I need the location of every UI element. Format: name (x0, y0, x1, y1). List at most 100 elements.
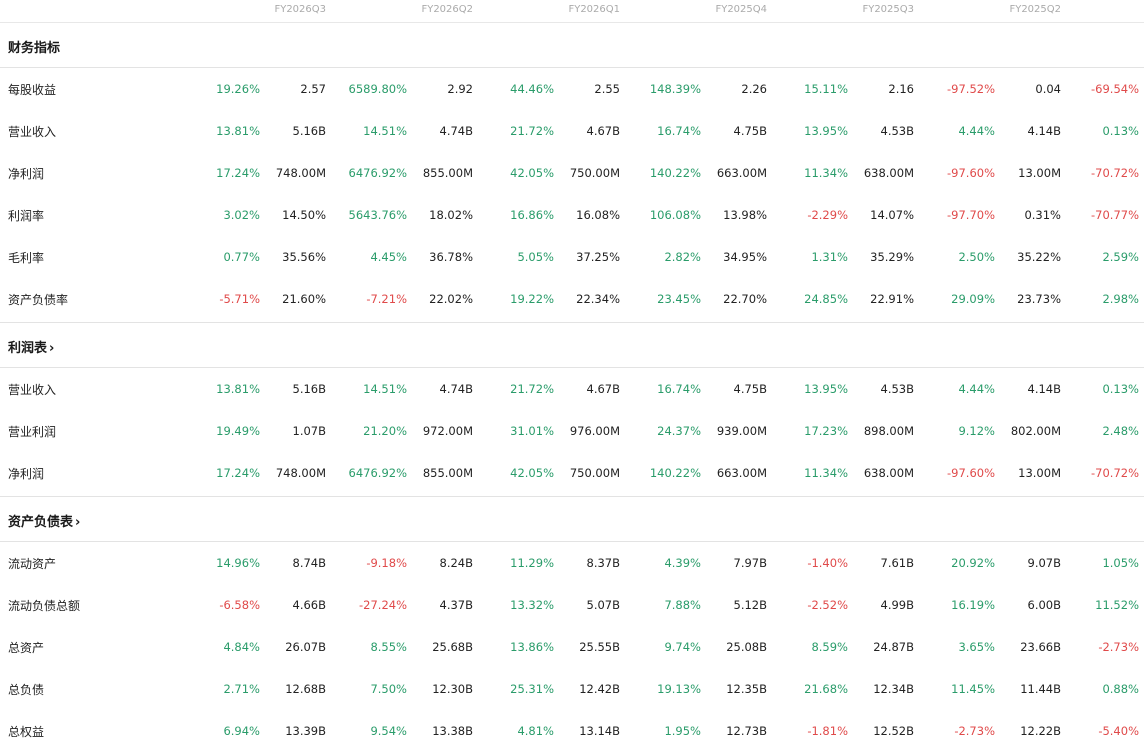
metric-value: 7.97B (733, 556, 768, 570)
metric-value: 12.52B (873, 724, 914, 738)
row-label: 总负债 (8, 683, 45, 697)
row-label: 总权益 (8, 725, 45, 739)
change-percent: 4.84% (223, 640, 260, 654)
change-percent: 140.22% (649, 166, 701, 180)
change-percent: 23.45% (657, 292, 701, 306)
section-title-text: 财务指标 (8, 41, 61, 56)
change-percent: 11.52% (1095, 598, 1139, 612)
metric-value: 5.07B (586, 598, 621, 612)
change-percent: -1.40% (807, 556, 848, 570)
metric-value: 2.57 (300, 82, 326, 96)
metric-value: 748.00M (275, 466, 326, 480)
change-percent: -97.52% (947, 82, 995, 96)
metric-value: 11.44B (1020, 682, 1061, 696)
section-title[interactable]: 利润表 › (8, 337, 54, 356)
chevron-right-icon[interactable]: › (49, 341, 55, 356)
change-percent: -2.73% (954, 724, 995, 738)
metric-value: 37.25% (576, 250, 620, 264)
metric-value: 4.14B (1027, 124, 1062, 138)
table-row: 净利润 17.24% 748.00M 6476.92% 855.00M 42.05% 750… (0, 452, 1144, 494)
chevron-right-icon[interactable]: › (75, 515, 81, 530)
change-percent: 9.74% (664, 640, 701, 654)
row-label: 每股收益 (8, 83, 57, 97)
change-percent: -6.58% (219, 598, 260, 612)
change-percent: 3.65% (958, 640, 995, 654)
metric-value: 35.56% (282, 250, 326, 264)
section-header[interactable]: 利润表 › (0, 323, 1144, 368)
period-header: FY2025Q4 (715, 4, 767, 15)
metric-value: 12.35B (726, 682, 767, 696)
change-percent: 13.86% (510, 640, 554, 654)
table-row: 总资产 4.84% 26.07B 8.55% 25.68B 13.86% 25.55B 9.7… (0, 626, 1144, 668)
change-percent: 14.51% (363, 124, 407, 138)
metric-value: 25.55B (579, 640, 620, 654)
section-title: 财务指标 (8, 37, 60, 56)
section-header[interactable]: 资产负债表 › (0, 497, 1144, 542)
section-title-text: 利润表 (8, 341, 48, 356)
metric-value: 4.74B (439, 382, 474, 396)
change-percent: 24.85% (804, 292, 848, 306)
change-percent: 2.48% (1102, 424, 1139, 438)
metric-value: 638.00M (863, 166, 914, 180)
metric-value: 12.22B (1020, 724, 1061, 738)
change-percent: -5.40% (1098, 724, 1139, 738)
metric-value: 22.02% (429, 292, 473, 306)
change-percent: 14.96% (216, 556, 260, 570)
metric-value: 14.07% (870, 208, 914, 222)
change-percent: 42.05% (510, 466, 554, 480)
change-percent: 2.71% (223, 682, 260, 696)
change-percent: 11.34% (804, 166, 848, 180)
metric-value: 22.34% (576, 292, 620, 306)
metric-value: 4.75B (733, 124, 768, 138)
change-percent: 16.74% (657, 382, 701, 396)
metric-value: 21.60% (282, 292, 326, 306)
metric-value: 0.04 (1035, 82, 1061, 96)
row-label: 营业收入 (8, 125, 57, 139)
metric-value: 4.75B (733, 382, 768, 396)
metric-value: 35.22% (1017, 250, 1061, 264)
metric-value: 4.66B (292, 598, 327, 612)
change-percent: 44.46% (510, 82, 554, 96)
change-percent: 2.82% (664, 250, 701, 264)
metric-value: 2.92 (447, 82, 473, 96)
section-divider (0, 322, 1144, 323)
change-percent: -1.81% (807, 724, 848, 738)
metric-value: 18.02% (429, 208, 473, 222)
change-percent: -70.72% (1091, 166, 1139, 180)
change-percent: 8.59% (811, 640, 848, 654)
change-percent: 15.11% (804, 82, 848, 96)
change-percent: 19.49% (216, 424, 260, 438)
metric-value: 898.00M (863, 424, 914, 438)
table-row: 营业收入 13.81% 5.16B 14.51% 4.74B 21.72% 4.67B 16.… (0, 368, 1144, 410)
metric-value: 4.67B (586, 382, 621, 396)
metric-value: 25.68B (432, 640, 473, 654)
change-percent: 20.92% (951, 556, 995, 570)
metric-value: 976.00M (569, 424, 620, 438)
change-percent: 11.34% (804, 466, 848, 480)
change-percent: 16.86% (510, 208, 554, 222)
metric-value: 638.00M (863, 466, 914, 480)
row-label: 流动负债总额 (8, 599, 81, 613)
change-percent: 25.31% (510, 682, 554, 696)
metric-value: 13.00M (1018, 466, 1061, 480)
row-label: 营业利润 (8, 425, 57, 439)
row-label: 利润率 (8, 209, 45, 223)
change-percent: 140.22% (649, 466, 701, 480)
change-percent: 29.09% (951, 292, 995, 306)
change-percent: 11.45% (951, 682, 995, 696)
change-percent: 31.01% (510, 424, 554, 438)
metric-value: 24.87B (873, 640, 914, 654)
change-percent: 6476.92% (348, 166, 407, 180)
table-row: 利润率 3.02% 14.50% 5643.76% 18.02% 16.86% 16.08%… (0, 194, 1144, 236)
metric-value: 26.07B (285, 640, 326, 654)
metric-value: 36.78% (429, 250, 473, 264)
change-percent: 4.44% (958, 124, 995, 138)
row-label: 毛利率 (8, 251, 45, 265)
change-percent: -9.18% (366, 556, 407, 570)
metric-value: 35.29% (870, 250, 914, 264)
change-percent: -97.60% (947, 466, 995, 480)
change-percent: -2.73% (1098, 640, 1139, 654)
section-title[interactable]: 资产负债表 › (8, 511, 80, 530)
change-percent: 106.08% (649, 208, 701, 222)
period-header-row: FY2026Q3 FY2026Q2 FY2026Q1 FY2025Q4 FY2025Q3… (0, 0, 1144, 23)
